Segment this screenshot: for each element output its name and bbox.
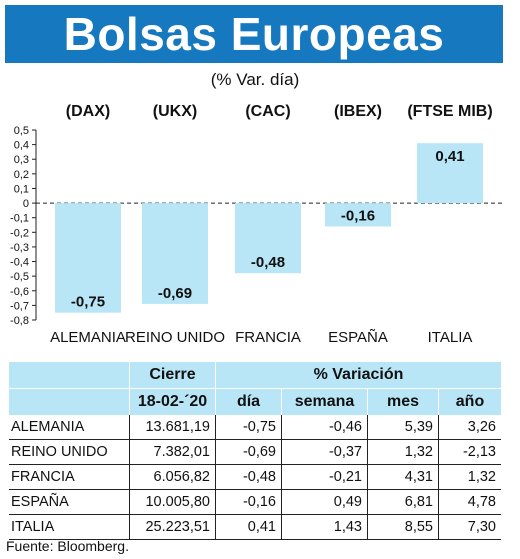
bar-alemania xyxy=(55,203,121,313)
category-label: ALEMANIA xyxy=(50,329,126,346)
row-cierre: 10.005,80 xyxy=(129,489,216,515)
bar-chart: 0,5 0,4 0,3 0,2 0,1 0 -0,1 -0,2 -0,3 -0,4 -0,5 -0,6… xyxy=(10,125,505,346)
header-blank xyxy=(9,388,130,415)
row-ano: -2,13 xyxy=(438,439,501,465)
bar-españa xyxy=(325,203,391,227)
bar-reino-unido xyxy=(142,203,208,304)
y-tick-label: -0,4 xyxy=(10,257,29,269)
row-semana: -0,46 xyxy=(281,415,368,440)
ticker-label: (IBEX) xyxy=(334,103,382,120)
y-tick-label: -0,8 xyxy=(10,315,29,327)
category-label: REINO UNIDO xyxy=(125,329,225,346)
row-semana: 1,43 xyxy=(281,514,368,540)
title-banner: Bolsas Europeas xyxy=(5,5,503,63)
y-tick-label: 0,2 xyxy=(14,169,29,181)
row-name: ALEMANIA xyxy=(9,415,130,440)
category-label: FRANCIA xyxy=(235,329,301,346)
header-blank xyxy=(9,362,130,389)
table-row: FRANCIA 6.056,82 -0,48 -0,21 4,31 1,32 xyxy=(9,464,501,490)
row-ano: 1,32 xyxy=(438,464,501,490)
table-row: ESPAÑA 10.005,80 -0,16 0,49 6,81 4,78 xyxy=(9,489,501,515)
row-dia: -0,69 xyxy=(215,439,282,465)
row-semana: -0,21 xyxy=(281,464,368,490)
y-tick-label: -0,5 xyxy=(10,271,29,283)
ticker-label: (UKX) xyxy=(152,103,198,120)
row-semana: -0,37 xyxy=(281,439,368,465)
row-name: ITALIA xyxy=(9,514,130,540)
bar-francia xyxy=(235,203,301,274)
row-mes: 5,39 xyxy=(367,415,439,440)
category-label: ESPAÑA xyxy=(328,329,388,346)
row-cierre: 13.681,19 xyxy=(129,415,216,440)
category-label: ITALIA xyxy=(428,329,473,346)
y-tick-label: -0,2 xyxy=(10,227,29,239)
header-date: 18-02-´20 xyxy=(129,388,216,415)
header-dia: día xyxy=(215,388,282,415)
markets-table: Cierre % Variación 18-02-´20 día semana … xyxy=(9,362,501,540)
bar-data-label: -0,48 xyxy=(251,254,285,271)
y-tick-label: -0,6 xyxy=(10,286,29,298)
bar-data-label: -0,16 xyxy=(341,207,375,224)
y-tick-label: 0 xyxy=(23,198,29,210)
header-ano: año xyxy=(438,388,501,415)
bar-italia xyxy=(417,143,483,204)
bar-data-label: -0,69 xyxy=(158,285,192,302)
row-mes: 4,31 xyxy=(367,464,439,490)
ticker-label: (FTSE MIB) xyxy=(407,103,493,120)
header-semana: semana xyxy=(281,388,368,415)
header-variacion: % Variación xyxy=(215,362,501,389)
row-dia: -0,48 xyxy=(215,464,282,490)
y-tick-label: -0,7 xyxy=(10,300,29,312)
row-cierre: 7.382,01 xyxy=(129,439,216,465)
row-mes: 6,81 xyxy=(367,489,439,515)
table-row: ALEMANIA 13.681,19 -0,75 -0,46 5,39 3,26 xyxy=(9,415,501,440)
table-sub-header: 18-02-´20 día semana mes año xyxy=(9,388,501,415)
row-name: FRANCIA xyxy=(9,464,130,490)
row-ano: 7,30 xyxy=(438,514,501,540)
header-cierre: Cierre xyxy=(129,362,216,389)
header-mes: mes xyxy=(367,388,439,415)
y-tick-label: 0,1 xyxy=(14,183,29,195)
y-tick-label: 0,3 xyxy=(14,154,29,166)
table-row: REINO UNIDO 7.382,01 -0,69 -0,37 1,32 -2… xyxy=(9,439,501,465)
table-row: ITALIA 25.223,51 0,41 1,43 8,55 7,30 xyxy=(9,514,501,540)
row-dia: 0,41 xyxy=(215,514,282,540)
source-note: Fuente: Bloomberg. xyxy=(6,538,129,554)
row-semana: 0,49 xyxy=(281,489,368,515)
row-dia: -0,75 xyxy=(215,415,282,440)
table-group-header: Cierre % Variación xyxy=(9,362,501,389)
y-tick-label: 0,5 xyxy=(14,125,29,137)
ticker-label: (CAC) xyxy=(245,103,291,120)
row-mes: 1,32 xyxy=(367,439,439,465)
chart-subtitle: (% Var. día) xyxy=(210,70,300,89)
page-title: Bolsas Europeas xyxy=(63,8,445,60)
ticker-row: (DAX) (UKX) (CAC) (IBEX) (FTSE MIB) xyxy=(0,103,510,123)
row-cierre: 25.223,51 xyxy=(129,514,216,540)
y-tick-label: -0,3 xyxy=(10,242,29,254)
y-tick-label: -0,1 xyxy=(10,213,29,225)
bar-data-label: 0,41 xyxy=(435,148,464,165)
y-tick-label: 0,4 xyxy=(14,140,29,152)
ticker-label: (DAX) xyxy=(65,103,111,120)
row-ano: 4,78 xyxy=(438,489,501,515)
row-cierre: 6.056,82 xyxy=(129,464,216,490)
row-dia: -0,16 xyxy=(215,489,282,515)
bar-data-label: -0,75 xyxy=(71,294,105,311)
row-name: REINO UNIDO xyxy=(9,439,130,465)
row-mes: 8,55 xyxy=(367,514,439,540)
row-ano: 3,26 xyxy=(438,415,501,440)
row-name: ESPAÑA xyxy=(9,489,130,515)
